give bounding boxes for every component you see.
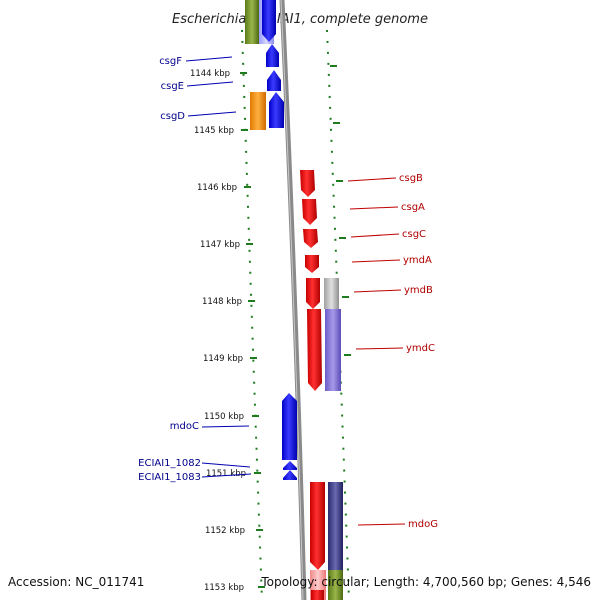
kbp-label: 1150 kbp — [204, 412, 244, 422]
forward-genes — [245, 0, 297, 480]
gene-csgD[interactable] — [269, 92, 284, 128]
kbp-label: 1149 kbp — [203, 354, 243, 364]
gene-csgC[interactable] — [303, 229, 318, 248]
gene-ECIAI1_1083[interactable] — [283, 470, 297, 480]
label-csgE[interactable]: csgE — [161, 81, 184, 92]
label-ECIAI1_1083[interactable]: ECIAI1_1083 — [138, 472, 201, 483]
gene-ymdA[interactable] — [305, 255, 319, 273]
kbp-labels: 1144 kbp 1145 kbp 1146 kbp 1147 kbp 1148… — [190, 69, 246, 593]
reverse-gene-labels — [347, 177, 406, 526]
kbp-label: 1153 kbp — [204, 583, 244, 593]
gene-blue-top[interactable] — [262, 0, 276, 42]
label-csgB[interactable]: csgB — [399, 173, 423, 184]
label-csgD[interactable]: csgD — [160, 111, 185, 122]
leader-csgE — [186, 81, 234, 87]
kbp-label: 1146 kbp — [197, 183, 237, 193]
bar-gray-ymdB — [324, 278, 339, 309]
leader-csgF — [185, 56, 233, 62]
leader-ECIAI1_1082 — [201, 462, 251, 468]
label-csgC[interactable]: csgC — [402, 229, 426, 240]
label-csgA[interactable]: csgA — [401, 202, 425, 213]
leader-mdoG — [357, 523, 406, 526]
bar-navy-mdoG — [328, 482, 343, 570]
gene-csgF[interactable] — [266, 44, 279, 67]
genome-backbone — [279, 0, 307, 600]
kbp-label: 1148 kbp — [202, 297, 242, 307]
leader-ECIAI1_1083 — [201, 473, 252, 478]
bar-lavender-ymdC — [325, 309, 341, 391]
leader-ymdC — [355, 347, 404, 350]
leader-csgC — [350, 233, 400, 238]
reverse-genes — [300, 170, 326, 600]
label-ymdA[interactable]: ymdA — [403, 255, 432, 266]
homolog-bars — [324, 278, 343, 600]
kbp-label: 1147 kbp — [200, 240, 240, 250]
gene-csgA[interactable] — [302, 199, 317, 225]
gene-orange[interactable] — [250, 92, 266, 130]
gene-ymdC[interactable] — [307, 309, 322, 391]
gene-csgE[interactable] — [267, 70, 281, 91]
gene-red-bottom[interactable] — [311, 590, 324, 600]
gene-mdoC[interactable] — [282, 393, 297, 460]
leader-ymdA — [351, 259, 401, 263]
accession-text: Accession: NC_011741 — [8, 575, 144, 589]
kbp-label: 1151 kbp — [206, 469, 246, 479]
reverse-major-ticks — [330, 65, 351, 356]
kbp-label: 1145 kbp — [194, 126, 234, 136]
leader-csgD — [187, 111, 237, 117]
label-mdoG[interactable]: mdoG — [408, 519, 438, 530]
label-ymdC[interactable]: ymdC — [406, 343, 435, 354]
gene-mdoG[interactable] — [310, 482, 325, 570]
gene-csgB[interactable] — [300, 170, 315, 197]
forward-gene-labels — [185, 56, 252, 478]
label-csgF[interactable]: csgF — [159, 56, 182, 67]
gene-ECIAI1_1082[interactable] — [283, 461, 297, 470]
leader-csgB — [347, 177, 397, 182]
genome-backbone-highlight — [280, 0, 304, 600]
leader-csgA — [349, 206, 399, 210]
topology-text: Topology: circular; Length: 4,700,560 bp… — [260, 575, 591, 589]
label-ECIAI1_1082[interactable]: ECIAI1_1082 — [138, 458, 201, 469]
leader-ymdB — [353, 289, 402, 293]
gene-olive-top — [245, 0, 259, 44]
genome-title: Escherichia coli IAI1, complete genome — [172, 12, 428, 27]
bar-olive-bottom — [328, 570, 343, 600]
leader-mdoC — [201, 425, 250, 428]
gene-ymdB[interactable] — [306, 278, 320, 309]
kbp-label: 1152 kbp — [205, 526, 245, 536]
label-mdoC[interactable]: mdoC — [170, 421, 199, 432]
forward-major-ticks — [240, 72, 265, 588]
kbp-label: 1144 kbp — [190, 69, 230, 79]
label-ymdB[interactable]: ymdB — [404, 285, 433, 296]
